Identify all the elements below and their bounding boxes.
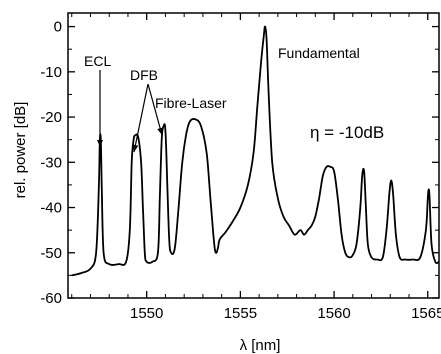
plot-frame xyxy=(67,12,440,299)
annotation-ecl: ECL xyxy=(84,53,111,69)
y-tick-label: 0 xyxy=(54,19,62,36)
dfb-arrow-2 xyxy=(147,83,163,136)
eta-label: η = -10dB xyxy=(310,123,384,142)
dfb-arrow-2-head xyxy=(157,127,164,135)
x-tick-label: 1555 xyxy=(224,305,257,322)
y-tick-label: -60 xyxy=(40,290,62,307)
x-tick-label: 1560 xyxy=(317,305,350,322)
spectrum-series-line xyxy=(71,25,440,277)
annotation-fibre-laser: Fibre-Laser xyxy=(155,95,227,111)
ecl-arrow-head xyxy=(97,140,103,147)
dfb-arrow-1 xyxy=(133,83,149,153)
labels: λ [nm] rel. power [dB] ECL DFB Fibre-Las… xyxy=(12,45,384,354)
x-tick-label: 1565 xyxy=(411,305,441,322)
y-tick-label: -40 xyxy=(40,200,62,217)
y-axis-label: rel. power [dB] xyxy=(12,102,29,199)
y-tick-label: -10 xyxy=(40,64,62,81)
y-tick-label: -30 xyxy=(40,154,62,171)
annotation-fundamental: Fundamental xyxy=(278,45,360,61)
axes: 1550 1555 1560 1565 0 -10 -20 -30 -40 -50 -60 xyxy=(40,12,441,322)
x-tick-label: 1550 xyxy=(130,305,163,322)
y-tick-label: -50 xyxy=(40,245,62,262)
annotation-dfb: DFB xyxy=(130,67,158,83)
y-tick-label: -20 xyxy=(40,109,62,126)
dfb-arrow-1-head xyxy=(132,144,139,152)
plot-area xyxy=(71,25,440,277)
x-axis-label: λ [nm] xyxy=(240,337,281,354)
